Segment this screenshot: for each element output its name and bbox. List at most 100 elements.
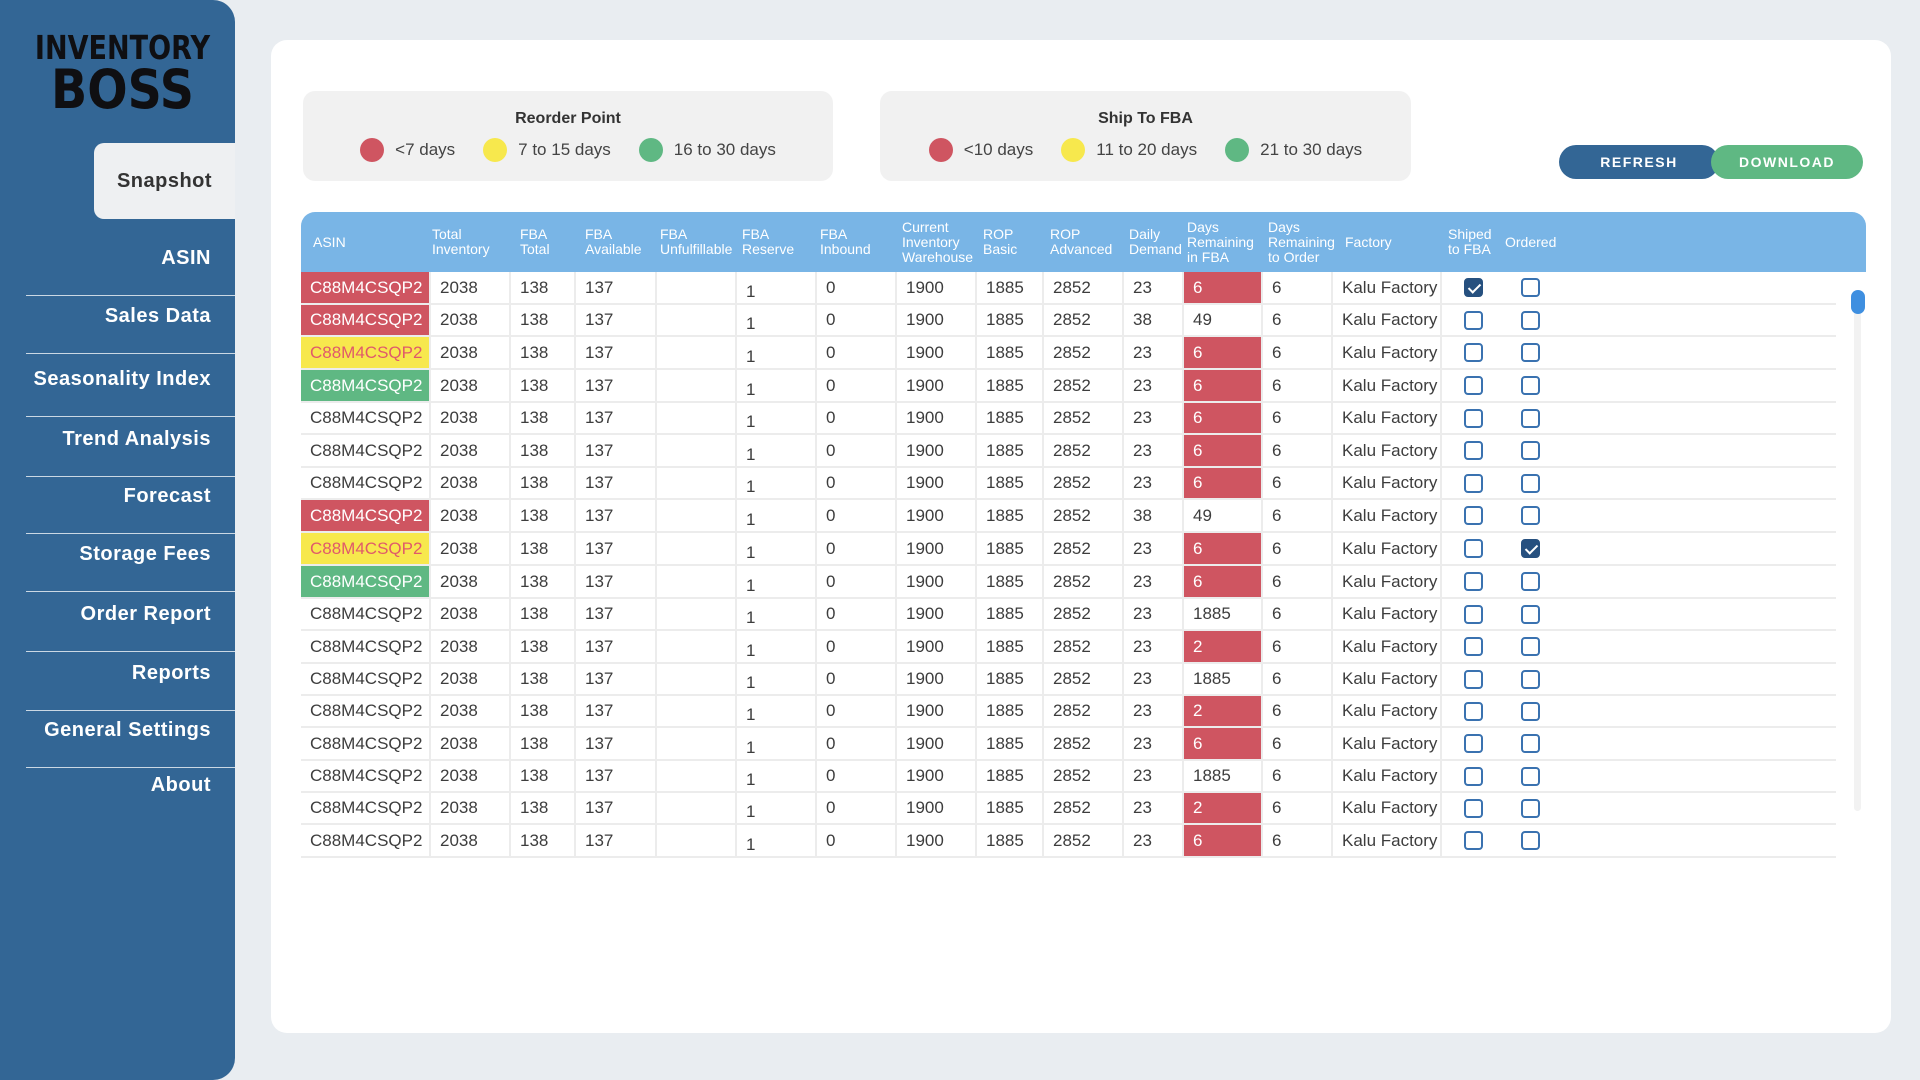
- column-header-days-order[interactable]: Days Remaining to Order: [1268, 218, 1335, 265]
- shipped-to-fba-checkbox[interactable]: [1464, 605, 1483, 624]
- table-row[interactable]: C88M4CSQP2 2038 138 137 1 0 1900 1885 2852 38 49 6 K…: [301, 305, 1836, 337]
- download-button[interactable]: DOWNLOAD: [1711, 145, 1863, 179]
- nav-item-asin[interactable]: ASIN: [26, 247, 235, 296]
- column-header-warehouse[interactable]: Current Inventory Warehouse: [902, 218, 974, 265]
- cell-rop-adv: 2852: [1044, 403, 1124, 433]
- table-row[interactable]: C88M4CSQP2 2038 138 137 1 0 1900 1885 2852 23 6 6 Ka…: [301, 370, 1836, 403]
- table-row[interactable]: C88M4CSQP2 2038 138 137 1 0 1900 1885 2852 23 6 6 Ka…: [301, 435, 1836, 468]
- shipped-to-fba-checkbox[interactable]: [1464, 702, 1483, 721]
- nav-item-snapshot[interactable]: Snapshot: [94, 143, 235, 219]
- table-row[interactable]: C88M4CSQP2 2038 138 137 1 0 1900 1885 2852 23 1885…: [301, 664, 1836, 696]
- column-header-fba-res[interactable]: FBA Reserve: [742, 226, 795, 257]
- nav-item-sales-data[interactable]: Sales Data: [26, 305, 235, 354]
- nav-item-storage-fees[interactable]: Storage Fees: [26, 543, 235, 592]
- ordered-checkbox[interactable]: [1521, 441, 1540, 460]
- shipped-to-fba-checkbox[interactable]: [1464, 767, 1483, 786]
- shipped-to-fba-checkbox[interactable]: [1464, 311, 1483, 330]
- table-row[interactable]: C88M4CSQP2 2038 138 137 1 0 1900 1885 2852 23 6 6 Ka…: [301, 728, 1836, 761]
- ordered-checkbox[interactable]: [1521, 474, 1540, 493]
- column-header-rop-adv[interactable]: ROP Advanced: [1050, 226, 1113, 257]
- ordered-checkbox[interactable]: [1521, 831, 1540, 850]
- nav-item-about[interactable]: About: [150, 774, 211, 796]
- shipped-to-fba-checkbox[interactable]: [1464, 831, 1483, 850]
- column-header-factory[interactable]: Factory: [1345, 233, 1392, 250]
- cell-factory: Kalu Factory: [1333, 696, 1442, 726]
- table-row[interactable]: C88M4CSQP2 2038 138 137 1 0 1900 1885 2852 23 6 6 Ka…: [301, 337, 1836, 370]
- cell-fba-avail: 137: [576, 664, 657, 694]
- table-row[interactable]: C88M4CSQP2 2038 138 137 1 0 1900 1885 2852 23 6 6 Ka…: [301, 468, 1836, 500]
- shipped-to-fba-checkbox[interactable]: [1464, 539, 1483, 558]
- ordered-checkbox[interactable]: [1521, 278, 1540, 297]
- table-row[interactable]: C88M4CSQP2 2038 138 137 1 0 1900 1885 2852 38 49 6 K…: [301, 500, 1836, 533]
- column-header-fba-avail[interactable]: FBA Available: [585, 226, 642, 257]
- ordered-checkbox[interactable]: [1521, 343, 1540, 362]
- ordered-checkbox[interactable]: [1521, 539, 1540, 558]
- ordered-checkbox[interactable]: [1521, 799, 1540, 818]
- cell-rop-basic: 1885: [977, 272, 1044, 303]
- nav-item-general-settings[interactable]: General Settings: [26, 719, 235, 768]
- table-row[interactable]: C88M4CSQP2 2038 138 137 1 0 1900 1885 2852 23 6 6 Ka…: [301, 566, 1836, 599]
- table-row[interactable]: C88M4CSQP2 2038 138 137 1 0 1900 1885 2852 23 1885…: [301, 599, 1836, 631]
- shipped-to-fba-checkbox[interactable]: [1464, 409, 1483, 428]
- cell-factory: Kalu Factory: [1333, 566, 1442, 597]
- shipped-to-fba-checkbox[interactable]: [1464, 799, 1483, 818]
- ordered-checkbox[interactable]: [1521, 767, 1540, 786]
- shipped-to-fba-checkbox[interactable]: [1464, 278, 1483, 297]
- column-header-rop-basic[interactable]: ROP Basic: [983, 226, 1018, 257]
- shipped-to-fba-checkbox[interactable]: [1464, 441, 1483, 460]
- ordered-checkbox[interactable]: [1521, 506, 1540, 525]
- table-row[interactable]: C88M4CSQP2 2038 138 137 1 0 1900 1885 2852 23 2 6 Ka…: [301, 696, 1836, 728]
- column-header-fba-total[interactable]: FBA Total: [520, 226, 550, 257]
- cell-warehouse: 1900: [897, 500, 977, 531]
- nav-item-forecast[interactable]: Forecast: [26, 485, 235, 534]
- table-row[interactable]: C88M4CSQP2 2038 138 137 1 0 1900 1885 2852 23 2 6 Ka…: [301, 631, 1836, 664]
- ordered-checkbox[interactable]: [1521, 572, 1540, 591]
- table-row[interactable]: C88M4CSQP2 2038 138 137 1 0 1900 1885 2852 23 6 6 Ka…: [301, 533, 1836, 566]
- ordered-checkbox[interactable]: [1521, 409, 1540, 428]
- nav-item-reports[interactable]: Reports: [26, 662, 235, 711]
- cell-warehouse: 1900: [897, 435, 977, 466]
- ordered-checkbox[interactable]: [1521, 702, 1540, 721]
- ordered-checkbox[interactable]: [1521, 376, 1540, 395]
- ordered-checkbox[interactable]: [1521, 734, 1540, 753]
- column-header-demand[interactable]: Daily Demand: [1129, 226, 1182, 257]
- cell-asin: C88M4CSQP2: [301, 761, 431, 791]
- table-row[interactable]: C88M4CSQP2 2038 138 137 1 0 1900 1885 2852 23 6 6 Ka…: [301, 825, 1836, 858]
- cell-fba-res: 1: [737, 761, 817, 791]
- table-row[interactable]: C88M4CSQP2 2038 138 137 1 0 1900 1885 2852 23 6 6 Ka…: [301, 272, 1836, 305]
- column-header-total[interactable]: Total Inventory: [432, 226, 490, 257]
- column-header-days-fba[interactable]: Days Remaining in FBA: [1187, 218, 1254, 265]
- nav-item-order-report[interactable]: Order Report: [26, 603, 235, 652]
- cell-fba-res: 1: [737, 435, 817, 466]
- column-header-fba-unf[interactable]: FBA Unfulfillable: [660, 226, 733, 257]
- column-header-shipped[interactable]: Shiped to FBA: [1448, 226, 1492, 257]
- shipped-to-fba-checkbox[interactable]: [1464, 670, 1483, 689]
- refresh-button[interactable]: REFRESH: [1559, 145, 1719, 179]
- nav-item-trend-analysis[interactable]: Trend Analysis: [26, 428, 235, 477]
- table-row[interactable]: C88M4CSQP2 2038 138 137 1 0 1900 1885 2852 23 6 6 Ka…: [301, 403, 1836, 435]
- nav-item-seasonality-index[interactable]: Seasonality Index: [26, 368, 235, 417]
- cell-rop-adv: 2852: [1044, 599, 1124, 629]
- shipped-to-fba-checkbox[interactable]: [1464, 734, 1483, 753]
- shipped-to-fba-checkbox[interactable]: [1464, 376, 1483, 395]
- cell-days-order: 6: [1263, 468, 1333, 498]
- shipped-to-fba-checkbox[interactable]: [1464, 474, 1483, 493]
- ordered-checkbox[interactable]: [1521, 670, 1540, 689]
- table-row[interactable]: C88M4CSQP2 2038 138 137 1 0 1900 1885 2852 23 2 6 Ka…: [301, 793, 1836, 825]
- shipped-to-fba-checkbox[interactable]: [1464, 572, 1483, 591]
- ordered-checkbox[interactable]: [1521, 605, 1540, 624]
- scrollbar-track[interactable]: [1854, 291, 1861, 811]
- legend-ship-to-fba: Ship To FBA <10 days 11 to 20 days 21 to 3…: [880, 91, 1411, 181]
- scrollbar-thumb[interactable]: [1851, 290, 1865, 314]
- column-header-ordered[interactable]: Ordered: [1505, 233, 1557, 250]
- shipped-to-fba-checkbox[interactable]: [1464, 343, 1483, 362]
- column-header-fba-in[interactable]: FBA Inbound: [820, 226, 871, 257]
- cell-factory: Kalu Factory: [1333, 337, 1442, 368]
- shipped-to-fba-checkbox[interactable]: [1464, 637, 1483, 656]
- table-row[interactable]: C88M4CSQP2 2038 138 137 1 0 1900 1885 2852 23 1885…: [301, 761, 1836, 793]
- legend-title: Ship To FBA: [1098, 110, 1193, 127]
- ordered-checkbox[interactable]: [1521, 311, 1540, 330]
- column-header-asin[interactable]: ASIN: [313, 233, 346, 250]
- shipped-to-fba-checkbox[interactable]: [1464, 506, 1483, 525]
- ordered-checkbox[interactable]: [1521, 637, 1540, 656]
